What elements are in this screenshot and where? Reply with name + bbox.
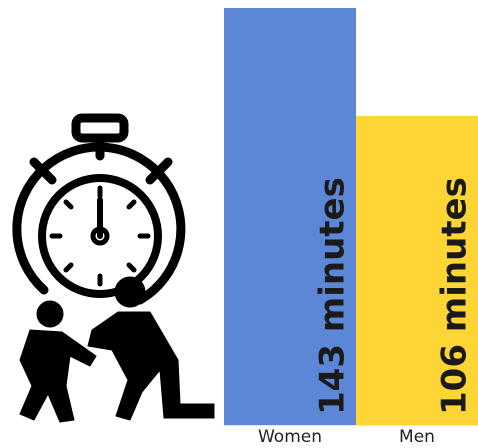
category-label: Women: [258, 427, 322, 447]
bar: [224, 8, 356, 425]
category-label: Men: [399, 427, 435, 447]
people-icon: [19, 276, 215, 423]
value-label: 143 minutes: [313, 177, 353, 415]
stopwatch-icon: [12, 113, 186, 305]
bar: [356, 115, 478, 425]
value-label: 106 minutes: [435, 177, 475, 415]
